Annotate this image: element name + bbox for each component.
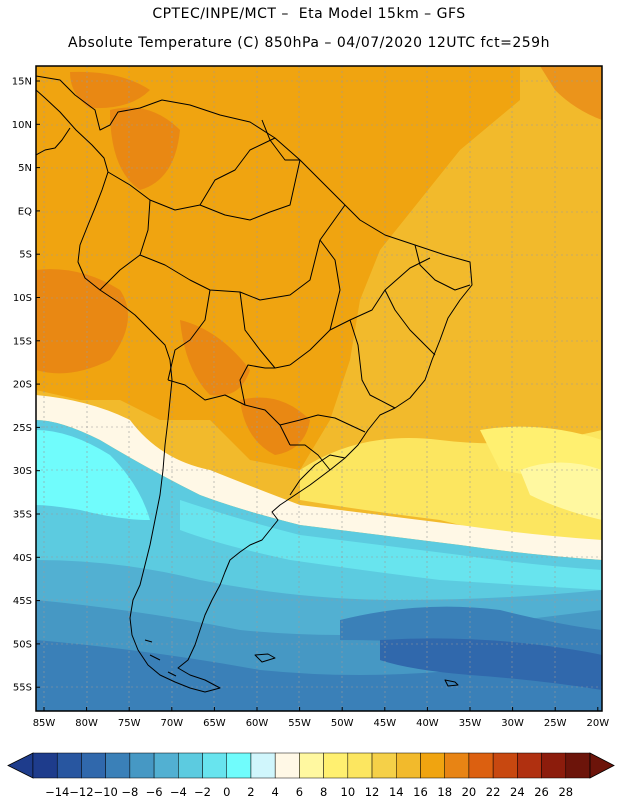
colorbar-label: −14 bbox=[45, 785, 69, 799]
colorbar-swatch bbox=[153, 752, 179, 779]
lon-label-85w: 85W bbox=[33, 718, 56, 729]
lat-lon-grid bbox=[36, 66, 602, 711]
colorbar-label: −12 bbox=[69, 785, 93, 799]
lon-label-30w: 30W bbox=[501, 718, 524, 729]
colorbar-swatch bbox=[32, 752, 58, 779]
lat-label-20s: 20S bbox=[13, 380, 32, 391]
colorbar-label: 18 bbox=[437, 785, 452, 799]
colorbar-label: 8 bbox=[320, 785, 327, 799]
latitude-labels: 15N 10N 5N EQ 5S 10S 15S 20S 25S 30S 35S 40S 45S 50S 5… bbox=[12, 77, 40, 694]
temperature-colorbar: −14 −12 −10 −8 −6 −4 −2 0 2 4 6 8 10 12 14 16 18 20 22 24 26… bbox=[7, 752, 615, 799]
colorbar-label: 22 bbox=[486, 785, 501, 799]
colorbar-label: 26 bbox=[534, 785, 549, 799]
lon-label-50w: 50W bbox=[331, 718, 354, 729]
map-title-line-2: Absolute Temperature (C) 850hPa – 04/07/… bbox=[68, 35, 550, 51]
colorbar-swatch bbox=[299, 752, 324, 779]
lon-label-60w: 60W bbox=[246, 718, 269, 729]
colorbar-swatch bbox=[371, 752, 397, 779]
colorbar-swatch bbox=[274, 752, 300, 779]
colorbar-swatch bbox=[56, 752, 82, 779]
colorbar-label: 20 bbox=[462, 785, 477, 799]
lon-label-80w: 80W bbox=[75, 718, 98, 729]
colorbar-swatch bbox=[323, 752, 349, 779]
colorbar-label: 28 bbox=[558, 785, 573, 799]
lat-label-15n: 15N bbox=[12, 77, 32, 88]
colorbar-swatch bbox=[105, 752, 131, 779]
lon-label-25w: 25W bbox=[544, 718, 567, 729]
lon-label-75w: 75W bbox=[118, 718, 141, 729]
colorbar-swatch bbox=[541, 752, 567, 779]
lon-label-45w: 45W bbox=[373, 718, 396, 729]
colorbar-swatch bbox=[396, 752, 421, 779]
lat-label-35s: 35S bbox=[13, 510, 32, 521]
map-frame bbox=[35, 65, 603, 712]
colorbar-swatch bbox=[492, 752, 518, 779]
colorbar-swatch bbox=[81, 752, 106, 779]
lon-label-35w: 35W bbox=[459, 718, 482, 729]
colorbar-label: −2 bbox=[194, 785, 211, 799]
lat-label-50s: 50S bbox=[13, 639, 32, 650]
colorbar-swatch bbox=[226, 752, 252, 779]
lat-label-30s: 30S bbox=[13, 466, 32, 477]
colorbar-low-arrow bbox=[7, 752, 34, 779]
lat-label-5s: 5S bbox=[19, 250, 32, 261]
lat-label-5n: 5N bbox=[18, 163, 32, 174]
colorbar-swatch bbox=[347, 752, 373, 779]
colorbar-label: 24 bbox=[510, 785, 525, 799]
colorbar-label: −4 bbox=[170, 785, 187, 799]
colorbar-swatch bbox=[517, 752, 542, 779]
longitude-labels: 85W 80W 75W 70W 65W 60W 55W 50W 45W 40W 35W 30W 25W 2… bbox=[33, 707, 609, 729]
colorbar-high-arrow bbox=[589, 752, 615, 779]
colorbar-swatch bbox=[250, 752, 276, 779]
lon-label-55w: 55W bbox=[288, 718, 311, 729]
colorbar-label: −8 bbox=[121, 785, 138, 799]
colorbar-swatch bbox=[202, 752, 227, 779]
colorbar-label: 4 bbox=[272, 785, 279, 799]
map-title-line-1: CPTEC/INPE/MCT – Eta Model 15km – GFS bbox=[152, 6, 466, 22]
colorbar-swatch bbox=[565, 752, 591, 779]
lat-label-55s: 55S bbox=[13, 683, 32, 694]
lat-label-10s: 10S bbox=[13, 293, 32, 304]
colorbar-label: 2 bbox=[247, 785, 254, 799]
colorbar-label: −6 bbox=[146, 785, 163, 799]
lat-label-eq: EQ bbox=[18, 206, 32, 217]
colorbar-swatch bbox=[444, 752, 470, 779]
colorbar-label: 0 bbox=[223, 785, 230, 799]
temperature-field bbox=[36, 66, 602, 711]
colorbar-label: 6 bbox=[296, 785, 303, 799]
south-america-coastline bbox=[36, 75, 473, 693]
lat-label-40s: 40S bbox=[13, 553, 32, 564]
lon-label-65w: 65W bbox=[203, 718, 226, 729]
lat-label-25s: 25S bbox=[13, 423, 32, 434]
lon-label-70w: 70W bbox=[160, 718, 183, 729]
colorbar-label: 12 bbox=[365, 785, 380, 799]
colorbar-swatch bbox=[468, 752, 494, 779]
lon-label-20w: 20W bbox=[586, 718, 609, 729]
colorbar-label: −10 bbox=[94, 785, 118, 799]
colorbar-label: 10 bbox=[341, 785, 356, 799]
colorbar-swatch bbox=[178, 752, 203, 779]
lon-label-40w: 40W bbox=[416, 718, 439, 729]
lat-label-45s: 45S bbox=[13, 596, 32, 607]
colorbar-label: 14 bbox=[389, 785, 404, 799]
colorbar-swatch bbox=[129, 752, 155, 779]
lat-label-15s: 15S bbox=[13, 336, 32, 347]
colorbar-label: 16 bbox=[413, 785, 428, 799]
lat-label-10n: 10N bbox=[12, 120, 32, 131]
colorbar-swatch bbox=[420, 752, 445, 779]
